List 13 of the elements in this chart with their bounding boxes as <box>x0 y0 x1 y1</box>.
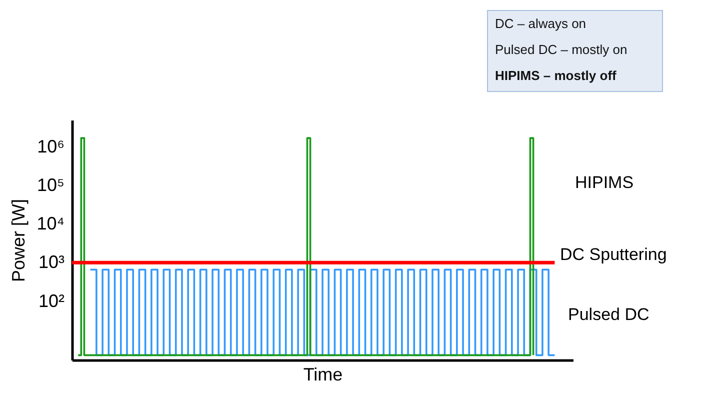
y-tick-label: 10⁶ <box>37 136 64 156</box>
y-tick-label: 10⁴ <box>36 214 64 234</box>
series-label: DC Sputtering <box>560 245 667 264</box>
y-tick-label: 10² <box>38 290 65 311</box>
series-label: Pulsed DC <box>568 305 650 324</box>
y-tick-label: 10³ <box>38 252 65 272</box>
y-axis-title: Power [W] <box>8 198 29 282</box>
text: DC – always on <box>495 15 588 33</box>
x-axis-title: Time <box>303 364 343 384</box>
text: HIPIMS <box>575 173 634 192</box>
y-tick-label: 10⁵ <box>37 175 64 196</box>
text: Pulsed DC – mostly on <box>495 41 628 59</box>
text: HIPIMS – mostly off <box>495 67 618 85</box>
